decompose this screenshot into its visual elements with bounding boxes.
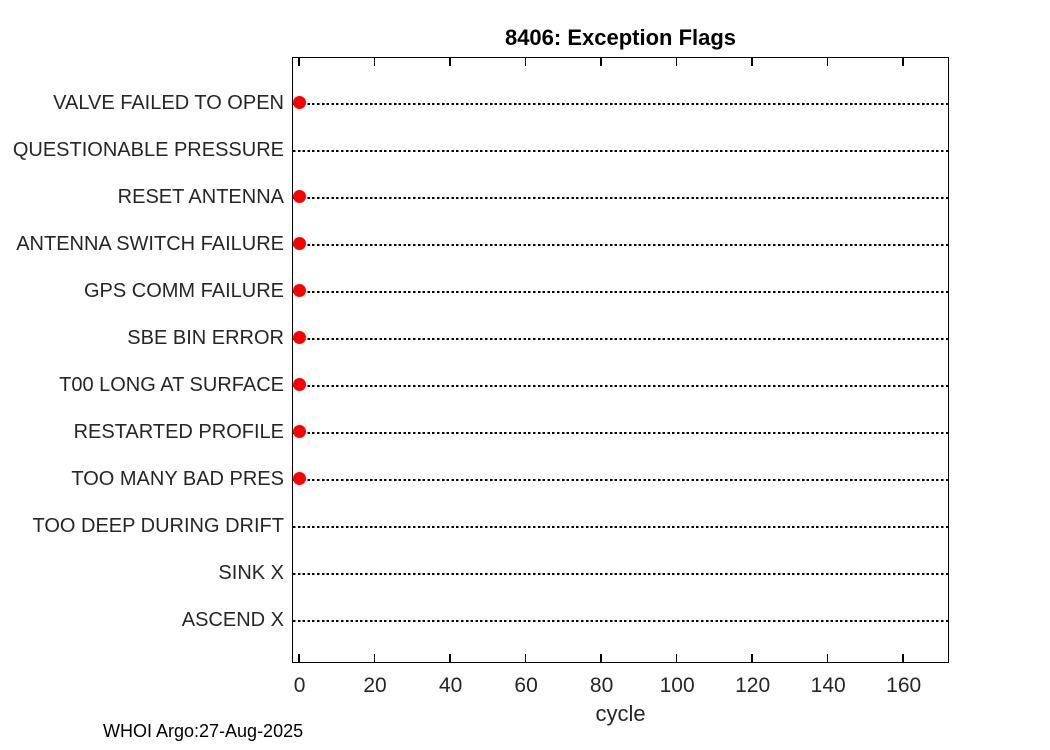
data-point-marker [292,472,306,485]
x-axis-tick-top [298,58,300,66]
y-tick-label: VALVE FAILED TO OPEN [53,92,284,114]
x-axis-tick-top [524,58,527,66]
data-point-marker [292,190,306,203]
x-axis-tick-bottom [902,654,904,662]
row-dotted-line [293,244,948,246]
y-tick-label: RESTARTED PROFILE [73,421,284,443]
x-tick-label: 140 [810,674,846,697]
x-tick-label: 60 [514,674,538,697]
x-tick-label: 160 [886,674,922,697]
data-point-marker [292,425,306,438]
row-dotted-line [293,620,948,622]
y-tick-label: T00 LONG AT SURFACE [59,374,284,396]
x-tick-label: 20 [363,674,387,697]
plot-area [292,57,949,663]
row-dotted-line [293,338,948,340]
x-axis-tick-top [449,58,451,66]
y-tick-label: SBE BIN ERROR [127,327,284,349]
data-point-marker [292,284,306,297]
x-axis-tick-bottom [826,654,829,662]
row-dotted-line [293,526,948,528]
row-dotted-line [293,103,948,105]
row-dotted-line [293,385,948,387]
x-axis-tick-top [751,58,753,66]
x-axis-tick-bottom [751,654,753,662]
data-point-marker [292,331,306,344]
x-axis-tick-bottom [600,654,602,662]
x-axis-tick-top [902,58,904,66]
x-axis-tick-bottom [449,654,451,662]
x-axis-tick-bottom [298,654,300,662]
data-point-marker [292,378,306,391]
x-axis-tick-top [826,58,829,66]
y-tick-label: QUESTIONABLE PRESSURE [12,139,284,161]
y-tick-label: TOO DEEP DURING DRIFT [32,515,284,537]
row-dotted-line [293,291,948,293]
x-axis-tick-top [373,58,376,66]
y-tick-label: RESET ANTENNA [117,186,284,208]
x-tick-label: 80 [589,674,614,697]
y-tick-label: TOO MANY BAD PRES [71,468,284,490]
y-tick-label: ASCEND X [181,609,284,631]
x-axis-label: cycle [595,701,646,726]
y-tick-label: SINK X [218,562,284,584]
x-axis-tick-bottom [675,654,678,662]
chart-title: 8406: Exception Flags [504,25,737,50]
x-tick-label: 40 [438,674,463,697]
x-tick-label: 120 [735,674,771,697]
row-dotted-line [293,479,948,481]
footer-credit: WHOI Argo:27-Aug-2025 [103,721,304,741]
x-axis-tick-top [675,58,678,66]
y-tick-label: ANTENNA SWITCH FAILURE [16,233,284,255]
x-tick-label: 0 [293,674,306,697]
row-dotted-line [293,573,948,575]
x-tick-label: 100 [659,674,695,697]
row-dotted-line [293,197,948,199]
row-dotted-line [293,432,948,434]
data-point-marker [292,237,306,250]
x-axis-tick-top [600,58,602,66]
data-point-marker [292,96,306,109]
y-tick-label: GPS COMM FAILURE [83,280,284,302]
x-axis-tick-bottom [524,654,527,662]
x-axis-tick-bottom [373,654,376,662]
row-dotted-line [293,150,948,152]
